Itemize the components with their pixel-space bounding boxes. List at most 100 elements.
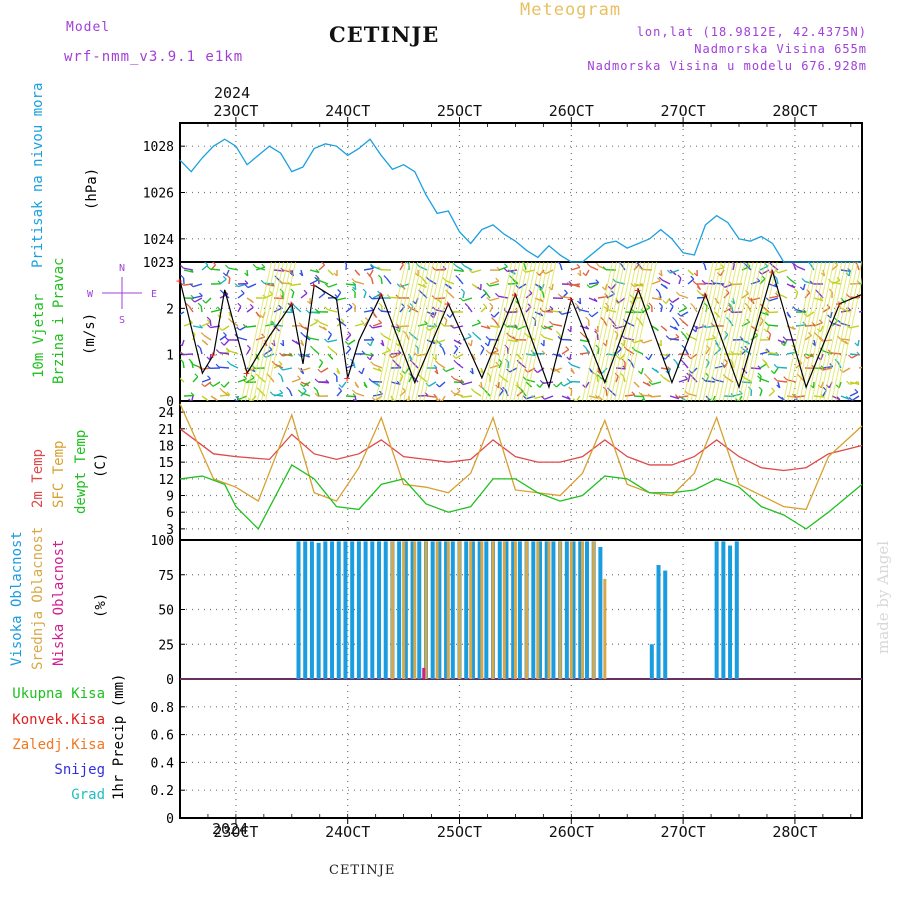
wind-barb-flag [586,262,591,267]
wind-barb-flag [574,302,579,307]
wind-barb [498,295,509,299]
wind-barb-flag [200,332,205,337]
wind-barb-flag [801,278,806,282]
wind-barb [623,339,626,347]
wind-barb [354,280,365,285]
cloud-high-bar [450,541,455,679]
wind-barb [192,295,203,299]
wind-barb [309,269,320,274]
wind-barb-flag [324,306,329,311]
temp-2m-line [179,428,863,472]
wind-barb-flag [442,368,447,372]
cloud-mid-bar [513,541,517,679]
wind-barb [760,378,770,383]
wind-barb-flag [485,349,490,354]
wind-barb-flag [757,372,762,377]
wind-barb-flag [470,388,475,392]
wind-barb [188,306,194,313]
wind-barb [231,320,239,327]
wind-barb-flag [677,274,682,279]
wind-hatch [783,262,815,401]
wind-barb [458,278,464,285]
wind-barb-flag [324,338,328,343]
wind-hatch [610,262,641,401]
footer-station: CETINJE [329,863,396,878]
wind-barb [658,291,662,299]
wind-barb-flag [531,394,536,399]
wind-barb [291,283,302,287]
compass-south: S [119,315,125,326]
wind-barb-flag [555,330,560,335]
wind-barb [728,320,734,327]
wind-barb-flag [538,286,543,291]
wind-barb [651,395,662,398]
wind-gust-marker: + [769,265,776,278]
wind-gust-marker: + [836,298,843,311]
wind-barb-flag [406,262,410,265]
wind-hatch [823,262,855,401]
wind-barb-flag [489,302,494,307]
wind-barb-flag [643,373,648,378]
wind-barb-flag [764,349,769,354]
wind-barb [545,269,554,275]
wind-barb [507,325,518,328]
wind-hatch [249,262,280,401]
wind-barb-flag [680,331,685,335]
wind-barb [345,283,356,286]
wind-barb [813,395,824,398]
wind-barb [246,325,257,328]
wind-barb-flag [576,263,581,268]
wind-barb [470,339,473,347]
wind-barb [221,325,230,331]
wind-barb-flag [459,297,464,302]
wind-barb-flag [655,288,660,293]
cloud-mid-bar [536,541,540,679]
cloud-high-bar [656,565,661,679]
cloud-ytick-label: 0 [166,673,174,688]
wind-barb [683,362,689,369]
wind-barb [194,297,203,303]
wind-barb-flag [486,325,491,329]
wind-barb [589,283,599,289]
wind-barb [789,278,797,285]
top-year-label: 2024 [214,84,251,102]
wind-barb-flag [534,369,538,373]
wind-barb-flag [189,283,194,288]
wind-barb-flag [380,332,385,337]
wind-barb [370,277,374,285]
wind-barb [428,325,437,331]
wind-barb-flag [848,396,853,401]
wind-hatch [419,262,451,401]
wind-barb-flag [504,263,508,268]
wind-barb [237,336,248,341]
wind-barb [543,381,554,385]
wind-barb [309,337,320,341]
wind-barb [212,381,221,387]
wind-barb-flag [327,330,332,335]
wind-hatch [811,262,843,401]
wind-barb-flag [220,383,225,388]
wind-barb [219,351,230,355]
wind-barb [328,283,338,288]
wind-barb-flag [440,322,445,327]
wind-barb-flag [577,300,581,305]
model-name: wrf-nmm_v3.9.1 e1km [64,49,244,65]
wind-barb-flag [582,272,587,277]
wind-barb-flag [717,272,721,277]
wind-barb [750,297,761,302]
wind-barb-flag [204,397,209,401]
wind-barb [551,283,554,291]
wind-barb [309,279,319,285]
wind-barb [651,280,661,285]
wind-barb [449,311,455,318]
wind-hatch [265,262,296,401]
wind-barb [229,363,239,369]
wind-barb [669,395,680,400]
wind-barb [436,339,446,344]
wind-barb-flag [222,275,227,280]
wind-barb [471,322,481,327]
wind-barb [225,269,230,277]
wind-barb [219,366,230,369]
precip-ytick-label: 0.8 [151,701,174,716]
wind-barb [453,390,461,397]
